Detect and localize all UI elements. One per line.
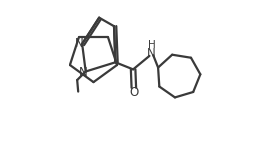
Text: N: N [75,37,83,50]
Text: N: N [78,66,87,79]
Text: N: N [147,47,156,60]
Text: H: H [148,40,155,50]
Text: O: O [129,86,138,99]
